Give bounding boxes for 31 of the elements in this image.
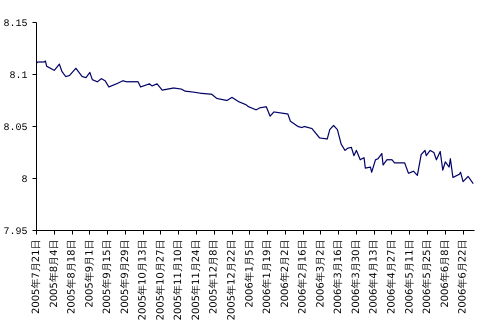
- x-tick-label: 2006年2月16日: [296, 239, 309, 314]
- x-tick-label: 2006年5月11日: [403, 239, 416, 314]
- x-tick-label: 2005年10月27日: [154, 239, 166, 320]
- x-tick-label: 2005年11月10日: [172, 239, 184, 320]
- x-tick-label: 2006年3月16日: [332, 239, 344, 314]
- y-tick-label: 8.15: [3, 19, 28, 30]
- x-tick-label: 2005年12月22日: [226, 239, 238, 320]
- x-tick-label: 2005年9月29日: [118, 239, 131, 314]
- x-tick-label: 2005年8月4日: [48, 239, 60, 308]
- x-tick-label: 2006年6月22日: [456, 239, 469, 314]
- x-tick-label: 2005年11月24日: [190, 239, 202, 320]
- y-tick-label: 7.95: [3, 227, 28, 238]
- x-tick-label: 2005年7月21日: [30, 239, 42, 314]
- x-tick-label: 2005年9月1日: [83, 239, 96, 308]
- x-tick-label: 2005年9月15日: [101, 239, 114, 314]
- x-tick-label: 2006年2月2日: [278, 239, 291, 308]
- x-tick-label: 2006年3月2日: [314, 239, 326, 308]
- x-tick-label: 2005年10月13日: [136, 239, 149, 320]
- x-tick-label: 2006年1月5日: [243, 239, 256, 308]
- x-tick-label: 2006年6月8日: [438, 239, 451, 308]
- y-tick-label: 8: [22, 175, 28, 186]
- x-tick-label: 2005年12月8日: [208, 239, 220, 314]
- x-tick-label: 2006年4月27日: [385, 239, 398, 314]
- x-tick-label: 2006年1月19日: [261, 239, 274, 314]
- line-series: [36, 60, 474, 184]
- x-tick-label: 2005年8月18日: [66, 239, 78, 314]
- x-tick-label: 2006年3月30日: [350, 239, 362, 314]
- y-tick-label: 8.1: [9, 71, 28, 82]
- y-tick-label: 8.05: [3, 123, 28, 134]
- x-tick-label: 2006年4月13日: [368, 239, 380, 314]
- x-tick-label: 2006年5月25日: [421, 239, 434, 314]
